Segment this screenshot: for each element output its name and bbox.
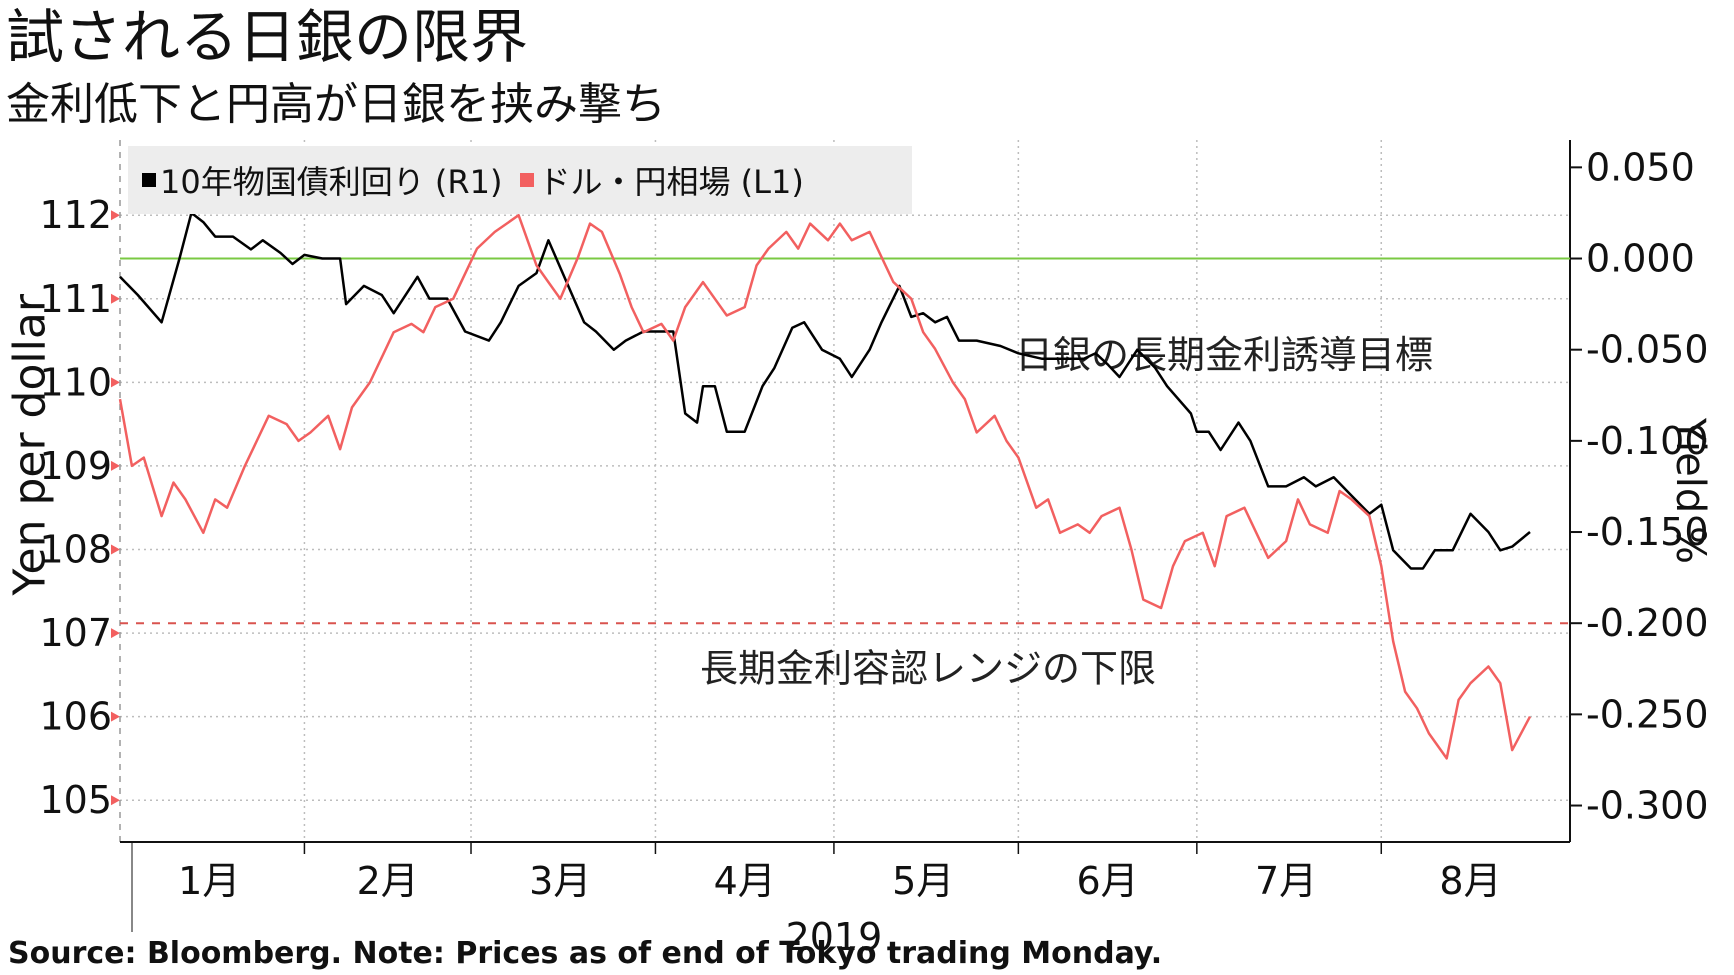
x-axis-year-label: 2019 [786,915,883,959]
x-tick-label-7: 7月 [1255,859,1317,903]
left-tick-marker-7 [111,293,120,304]
left-tick-label-1: 105 [39,778,112,822]
legend-label-usdjpy: ドル・円相場 (L1) [538,163,804,201]
x-tick-label-8: 8月 [1439,859,1501,903]
right-tick-label-7: -0.250 [1586,692,1709,736]
right-tick-label-5: -0.150 [1586,510,1709,554]
left-tick-marker-3 [111,628,120,639]
left-tick-label-3: 107 [39,611,112,655]
right-tick-label-3: -0.050 [1586,328,1709,372]
x-tick-label-4: 4月 [714,859,776,903]
left-tick-label-2: 106 [39,695,112,739]
series-line-jgb-yield [119,211,1531,570]
source-note: Source: Bloomberg. Note: Prices as of en… [8,936,1163,971]
right-tick-label-6: -0.200 [1586,601,1709,645]
left-tick-marker-1 [111,795,120,806]
left-axis-label: Yen per dollar [4,294,56,596]
annotation-target: 日銀の長期金利誘導目標 [1015,333,1433,377]
left-tick-label-4: 108 [39,528,112,572]
x-tick-label-3: 3月 [529,859,591,903]
left-tick-label-8: 112 [39,193,112,237]
x-tick-label-6: 6月 [1077,859,1139,903]
right-axis-label: Yield % [1667,418,1713,564]
left-tick-marker-5 [111,460,120,471]
left-tick-label-7: 111 [39,277,112,321]
chart-subtitle: 金利低下と円高が日銀を挟み撃ち [6,79,666,130]
annotation-lower-bound: 長期金利容認レンジの下限 [700,647,1156,691]
left-tick-label-5: 109 [39,444,112,488]
left-tick-marker-6 [111,377,120,388]
left-tick-marker-4 [111,544,120,555]
right-tick-label-8: -0.300 [1586,784,1709,828]
legend-swatch-usdjpy [520,173,535,187]
legend-item-jgb: 10年物国債利回り (R1) [142,157,502,203]
chart-title: 試される日銀の限界 [6,3,529,71]
left-tick-label-6: 110 [39,360,112,404]
x-tick-label-2: 2月 [357,859,419,903]
legend: 10年物国債利回り (R1) ドル・円相場 (L1) [128,146,912,214]
legend-item-usdjpy: ドル・円相場 (L1) [520,157,804,203]
legend-label-jgb: 10年物国債利回り (R1) [160,163,503,201]
x-tick-label-5: 5月 [892,859,954,903]
legend-swatch-jgb [142,173,156,187]
right-tick-label-1: 0.050 [1586,145,1695,189]
right-tick-label-2: 0.000 [1586,237,1695,281]
left-tick-marker-8 [111,210,120,221]
right-tick-label-4: -0.100 [1586,419,1709,463]
left-tick-marker-2 [111,711,120,722]
series-line-usdjpy [118,213,1532,760]
x-tick-label-1: 1月 [178,859,240,903]
